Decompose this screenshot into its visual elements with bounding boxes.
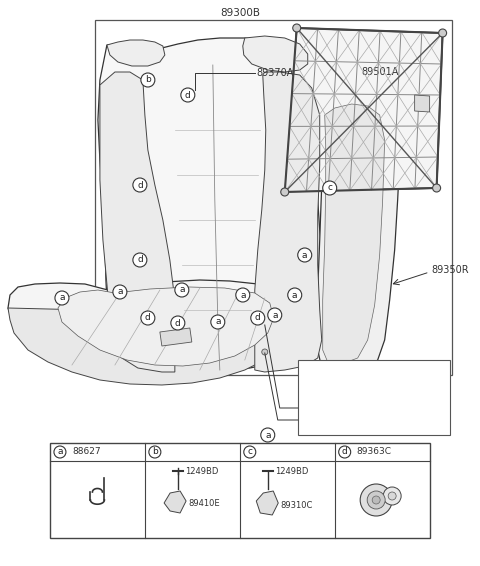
Text: a: a: [179, 285, 185, 294]
Text: a: a: [292, 290, 298, 299]
Text: d: d: [342, 448, 348, 457]
Circle shape: [236, 288, 250, 302]
Polygon shape: [8, 280, 290, 382]
Circle shape: [262, 349, 268, 355]
Text: 89350R: 89350R: [432, 265, 469, 275]
Circle shape: [432, 184, 441, 192]
Circle shape: [281, 188, 289, 196]
Circle shape: [251, 311, 265, 325]
Circle shape: [175, 283, 189, 297]
Polygon shape: [100, 72, 175, 372]
Circle shape: [171, 316, 185, 330]
Circle shape: [133, 253, 147, 267]
Text: a: a: [59, 294, 65, 302]
Text: 89310C: 89310C: [280, 501, 312, 511]
Circle shape: [181, 88, 195, 102]
Circle shape: [244, 446, 256, 458]
Text: b: b: [152, 448, 158, 457]
Text: d: d: [175, 319, 180, 328]
Circle shape: [293, 24, 301, 32]
Text: 88627: 88627: [72, 448, 101, 457]
Circle shape: [141, 73, 155, 87]
Circle shape: [288, 288, 302, 302]
Circle shape: [113, 285, 127, 299]
Polygon shape: [98, 38, 324, 373]
Polygon shape: [255, 72, 322, 372]
Text: d: d: [137, 181, 143, 190]
Circle shape: [360, 484, 392, 516]
Text: d: d: [137, 255, 143, 264]
Text: b: b: [145, 75, 151, 84]
Circle shape: [149, 446, 161, 458]
Text: a: a: [117, 288, 123, 297]
Circle shape: [133, 178, 147, 192]
Text: d: d: [145, 314, 151, 323]
Text: 89370A: 89370A: [257, 68, 294, 78]
Circle shape: [339, 446, 351, 458]
Bar: [50, 443, 430, 538]
Text: 89150B: 89150B: [348, 403, 385, 413]
Text: 89410E: 89410E: [188, 499, 220, 508]
Polygon shape: [160, 328, 192, 346]
Text: a: a: [302, 251, 308, 259]
Polygon shape: [256, 491, 278, 515]
Text: 89363C: 89363C: [357, 448, 392, 457]
Circle shape: [54, 446, 66, 458]
Polygon shape: [415, 95, 430, 112]
Text: c: c: [247, 448, 252, 457]
Text: d: d: [255, 314, 261, 323]
Text: 89100: 89100: [390, 385, 420, 395]
Text: 89300B: 89300B: [220, 8, 260, 18]
Circle shape: [372, 496, 380, 504]
Circle shape: [55, 291, 69, 305]
Circle shape: [268, 308, 282, 322]
Text: 1249BD: 1249BD: [185, 468, 218, 477]
Polygon shape: [285, 28, 443, 192]
Circle shape: [298, 248, 312, 262]
Circle shape: [439, 29, 446, 37]
Text: 89501A: 89501A: [361, 67, 399, 77]
Circle shape: [211, 315, 225, 329]
Text: a: a: [272, 311, 277, 319]
Text: a: a: [240, 290, 246, 299]
Polygon shape: [243, 36, 308, 72]
Polygon shape: [164, 491, 186, 513]
Polygon shape: [318, 88, 400, 375]
Polygon shape: [58, 287, 274, 366]
Circle shape: [388, 492, 396, 500]
Text: a: a: [265, 431, 271, 440]
Polygon shape: [8, 308, 290, 385]
Circle shape: [323, 181, 336, 195]
Text: 1249BD: 1249BD: [275, 468, 309, 477]
Bar: [95, 20, 452, 375]
Polygon shape: [107, 40, 165, 66]
Text: 89170: 89170: [365, 415, 396, 425]
Text: d: d: [185, 91, 191, 100]
Text: a: a: [57, 448, 63, 457]
Text: a: a: [215, 318, 220, 327]
Polygon shape: [323, 104, 384, 364]
Circle shape: [261, 428, 275, 442]
Text: c: c: [327, 183, 332, 192]
Circle shape: [367, 491, 385, 509]
Circle shape: [141, 311, 155, 325]
Circle shape: [383, 487, 401, 505]
Bar: [298, 360, 450, 435]
